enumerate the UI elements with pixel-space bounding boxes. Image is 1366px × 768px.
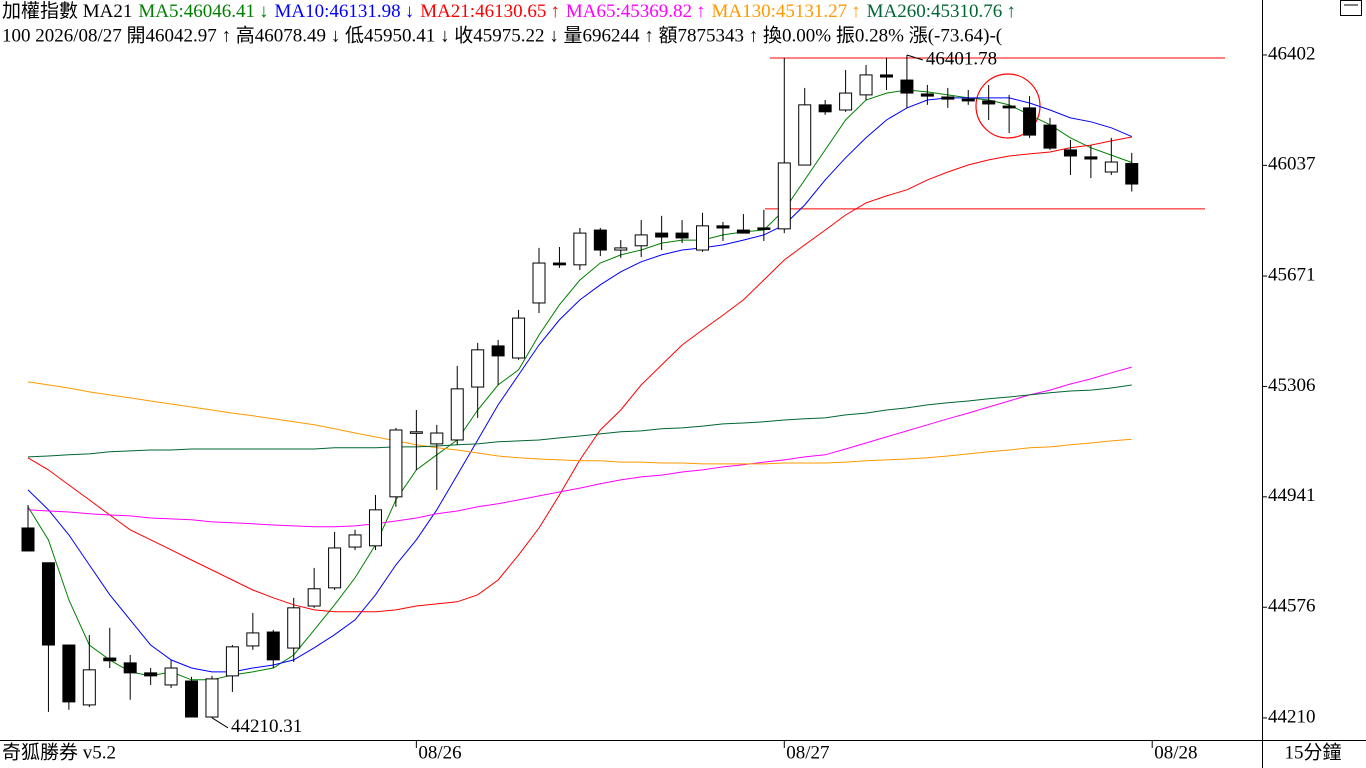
candle-body — [144, 672, 158, 677]
candle-body — [941, 96, 955, 100]
candle-body — [655, 232, 669, 238]
candle-body — [103, 657, 117, 662]
candle-body — [62, 644, 76, 703]
candle-body — [205, 678, 219, 718]
legend-arrow: ↓ — [405, 1, 415, 22]
candle-body — [471, 349, 485, 388]
candle-body — [1104, 161, 1118, 173]
candle-body — [1125, 163, 1139, 185]
candle-body — [859, 74, 873, 96]
annotation-label: 44210.31 — [231, 716, 302, 737]
ma-legend: 加權指數 MA21 MA5:46046.41 ↓ MA10:46131.98 ↓ MA21… — [2, 0, 1016, 22]
candle-body — [593, 229, 607, 251]
candle-body — [696, 225, 710, 251]
candle-body — [123, 662, 137, 674]
chart-title: 加權指數 MA21 — [2, 0, 132, 22]
window-button[interactable] — [1340, 0, 1362, 16]
candle-body — [920, 93, 934, 97]
candle-body — [634, 234, 648, 247]
candle-body — [573, 232, 587, 266]
ma-line — [27, 384, 1132, 458]
candle-body — [246, 632, 260, 647]
candle-body — [777, 162, 791, 230]
legend-arrow: ↑ — [550, 1, 560, 22]
annotation-leader — [906, 54, 924, 61]
candle-body — [1002, 105, 1016, 109]
legend-arrow: ↑ — [851, 1, 861, 22]
candle-body — [307, 588, 321, 607]
legend-entry: MA5:46046.41 — [138, 1, 255, 22]
candle-body — [512, 317, 526, 359]
candle-body — [389, 429, 403, 498]
ma-line — [27, 381, 1132, 465]
candle-body — [818, 104, 832, 113]
candle-body — [675, 232, 689, 239]
y-tick-label: 44210 — [1268, 706, 1316, 727]
candle-body — [409, 431, 423, 434]
window-button-frame[interactable] — [1340, 0, 1362, 16]
annotation-leader — [211, 717, 229, 729]
candle-body — [1043, 124, 1057, 149]
legend-entry: MA130:45131.27 — [712, 1, 848, 22]
y-tick-label: 45306 — [1268, 375, 1316, 396]
candle-body — [287, 607, 301, 649]
legend-arrow: ↑ — [1006, 1, 1016, 22]
candle-body — [839, 92, 853, 111]
header: 加權指數 MA21 MA5:46046.41 ↓ MA10:46131.98 ↓ MA21… — [2, 0, 1016, 46]
candle-body — [225, 646, 239, 677]
candle-body — [736, 229, 750, 234]
x-tick-label: 08/27 — [786, 742, 829, 763]
candle-body — [1084, 156, 1098, 160]
x-tick-label: 08/26 — [418, 742, 461, 763]
candle-body — [164, 667, 178, 686]
legend-entry: MA65:45369.82 — [566, 1, 692, 22]
x-tick-label: 08/28 — [1154, 742, 1197, 763]
candle-body — [348, 534, 362, 548]
legend-entry: MA10:46131.98 — [275, 1, 401, 22]
candle-body — [982, 100, 996, 105]
candle-body — [41, 562, 55, 646]
legend-entry: MA21:46130.65 — [420, 1, 546, 22]
candle-body — [430, 432, 444, 445]
candle-body — [1063, 149, 1077, 157]
candle-body — [961, 98, 975, 102]
candle-body — [266, 631, 280, 661]
candle-body — [185, 680, 199, 718]
candle-body — [21, 527, 35, 552]
candle-body — [614, 247, 628, 251]
candle-body — [879, 74, 893, 78]
app-name: 奇狐勝券 v5.2 — [2, 741, 116, 763]
legend-entry: MA260:45310.76 — [867, 1, 1003, 22]
candle-body — [328, 547, 342, 589]
plot-area — [21, 55, 1225, 718]
candle-body — [798, 104, 812, 166]
candle-body — [491, 345, 505, 357]
y-tick-label: 46402 — [1268, 43, 1316, 64]
ma-line — [27, 366, 1132, 528]
candle-body — [900, 79, 914, 94]
candle-body — [450, 388, 464, 441]
y-tick-label: 45671 — [1268, 264, 1316, 285]
candle-body — [82, 669, 96, 706]
candle-body — [532, 262, 546, 304]
interval-label: 15分鐘 — [1284, 741, 1341, 763]
candle-body — [757, 227, 771, 230]
info-line: 100 2026/08/27 開46042.97 ↑ 高46078.49 ↓ 低… — [2, 24, 1002, 46]
candle-body — [552, 262, 566, 266]
ma-line — [27, 136, 1132, 613]
candle-body — [716, 225, 730, 229]
candle-body — [1023, 107, 1037, 136]
y-tick-label: 44941 — [1268, 485, 1316, 506]
y-tick-label: 44576 — [1268, 596, 1316, 617]
legend-arrow: ↑ — [696, 1, 706, 22]
legend-arrow: ↓ — [259, 1, 269, 22]
y-tick-label: 46037 — [1268, 154, 1316, 175]
highlight-circle — [975, 73, 1041, 139]
annotation-label: 46401.78 — [926, 48, 997, 69]
candle-body — [368, 509, 382, 547]
